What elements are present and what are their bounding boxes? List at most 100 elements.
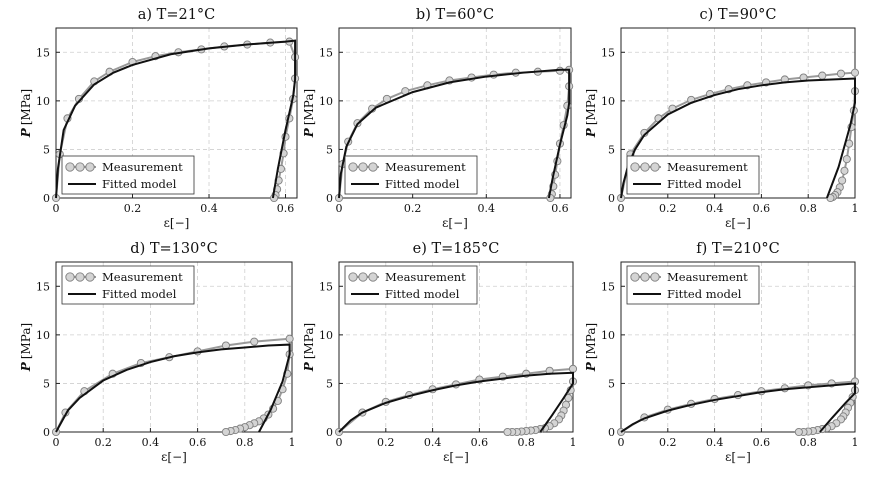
measurement-point [818, 71, 827, 80]
legend-measurement-marker [358, 272, 368, 282]
x-axis-label: ε[−] [725, 216, 751, 230]
chart-title: a) T=21°C [138, 7, 216, 23]
legend-box [626, 265, 760, 305]
x-axis-label: ε[−] [161, 450, 187, 464]
x-tick-label: 0.4 [478, 202, 496, 215]
legend-measurement-marker [75, 162, 85, 172]
measurement-point [838, 176, 847, 185]
y-tick-label: 15 [36, 46, 50, 59]
x-tick-label: 0.4 [424, 436, 442, 449]
legend-measurement-marker [65, 162, 75, 172]
legend-measurement-marker [348, 162, 358, 172]
plot-frame [338, 27, 572, 199]
fitted-model-line [55, 39, 297, 199]
legend-box [61, 155, 195, 195]
x-tick-label: 0.8 [799, 436, 817, 449]
plot-frame [55, 27, 298, 199]
chart-panel-2: 0 0.2 0.4 0.6 0 5 10 15 b) T=60°C ε[−] P [MPa] Measu… [302, 7, 574, 230]
legend: Measurement Fitted model [626, 265, 760, 305]
x-tick-label: 0.6 [753, 202, 771, 215]
y-tick-label: 0 [608, 192, 615, 205]
legend-label-measurement: Measurement [667, 160, 748, 174]
legend-measurement-marker [75, 272, 85, 282]
legend: Measurement Fitted model [626, 155, 760, 195]
x-axis-label: ε[−] [725, 450, 751, 464]
x-tick-label: 1 [570, 436, 577, 449]
legend: Measurement Fitted model [61, 155, 195, 195]
y-tick-label: 0 [43, 192, 50, 205]
chart-title: e) T=185°C [413, 241, 500, 257]
y-axis-symbol: P [584, 127, 598, 138]
plot-frame [338, 261, 574, 433]
legend: Measurement Fitted model [344, 155, 478, 195]
measurement-point [850, 68, 860, 77]
y-axis-unit: [MPa] [19, 323, 33, 359]
y-tick-label: 0 [43, 426, 50, 439]
chart-title: f) T=210°C [696, 241, 779, 257]
legend-box [344, 155, 478, 195]
measurement-point [221, 427, 230, 437]
measurement-point [836, 69, 846, 78]
x-tick-label: 0.8 [517, 436, 535, 449]
legend-measurement-marker [630, 272, 640, 282]
legend-box [344, 265, 478, 305]
y-tick-label: 0 [608, 426, 615, 439]
y-tick-label: 10 [36, 329, 50, 342]
y-axis-label: P [MPa] [19, 323, 33, 372]
chart-title: d) T=130°C [130, 241, 217, 257]
measurement-point [568, 364, 578, 373]
y-tick-label: 15 [36, 280, 50, 293]
x-tick-label: 0.2 [124, 202, 142, 215]
measurement-line [620, 380, 856, 433]
y-axis-symbol: P [584, 361, 598, 372]
y-tick-label: 5 [608, 143, 615, 156]
legend-label-fitted: Fitted model [385, 287, 460, 301]
legend-measurement-marker [358, 162, 368, 172]
x-tick-label: 0.8 [236, 436, 254, 449]
measurement-point [503, 427, 512, 437]
y-tick-label: 10 [319, 95, 333, 108]
y-tick-label: 0 [326, 192, 333, 205]
legend-measurement-marker [85, 162, 95, 172]
chart-title: b) T=60°C [416, 7, 494, 23]
x-tick-label: 0.2 [659, 202, 677, 215]
x-tick-label: 0.4 [706, 202, 724, 215]
x-tick-label: 0 [618, 202, 625, 215]
y-axis-label: P [MPa] [19, 89, 33, 138]
legend: Measurement Fitted model [344, 265, 478, 305]
y-tick-label: 15 [319, 280, 333, 293]
chart-title: c) T=90°C [699, 7, 776, 23]
legend-label-fitted: Fitted model [102, 287, 177, 301]
y-tick-label: 10 [601, 329, 615, 342]
legend-label-measurement: Measurement [385, 270, 466, 284]
x-tick-label: 0.2 [659, 436, 677, 449]
legend-measurement-marker [640, 162, 650, 172]
measurement-point [250, 337, 259, 346]
measurement-line [338, 367, 574, 433]
chart-panel-1: 0 0.2 0.4 0.6 0 5 10 15 a) T=21°C ε[−] P [MPa] Measu… [19, 7, 300, 230]
x-tick-label: 0 [618, 436, 625, 449]
measurement-point [842, 155, 851, 164]
legend-measurement-marker [640, 272, 650, 282]
x-tick-label: 0.8 [799, 202, 817, 215]
legend-label-fitted: Fitted model [667, 287, 742, 301]
x-tick-label: 0 [336, 202, 343, 215]
y-tick-label: 10 [601, 95, 615, 108]
y-tick-label: 5 [43, 377, 50, 390]
legend-measurement-marker [85, 272, 95, 282]
fitted-model-line [620, 77, 856, 199]
legend-label-measurement: Measurement [102, 160, 183, 174]
x-tick-label: 0.4 [200, 202, 218, 215]
x-tick-label: 0 [336, 436, 343, 449]
y-tick-label: 0 [326, 426, 333, 439]
fitted-model-line [55, 343, 291, 433]
x-tick-label: 0 [53, 202, 60, 215]
x-tick-label: 0.2 [404, 202, 422, 215]
legend-label-fitted: Fitted model [385, 177, 460, 191]
legend-measurement-marker [348, 272, 358, 282]
y-axis-label: P [MPa] [302, 323, 316, 372]
